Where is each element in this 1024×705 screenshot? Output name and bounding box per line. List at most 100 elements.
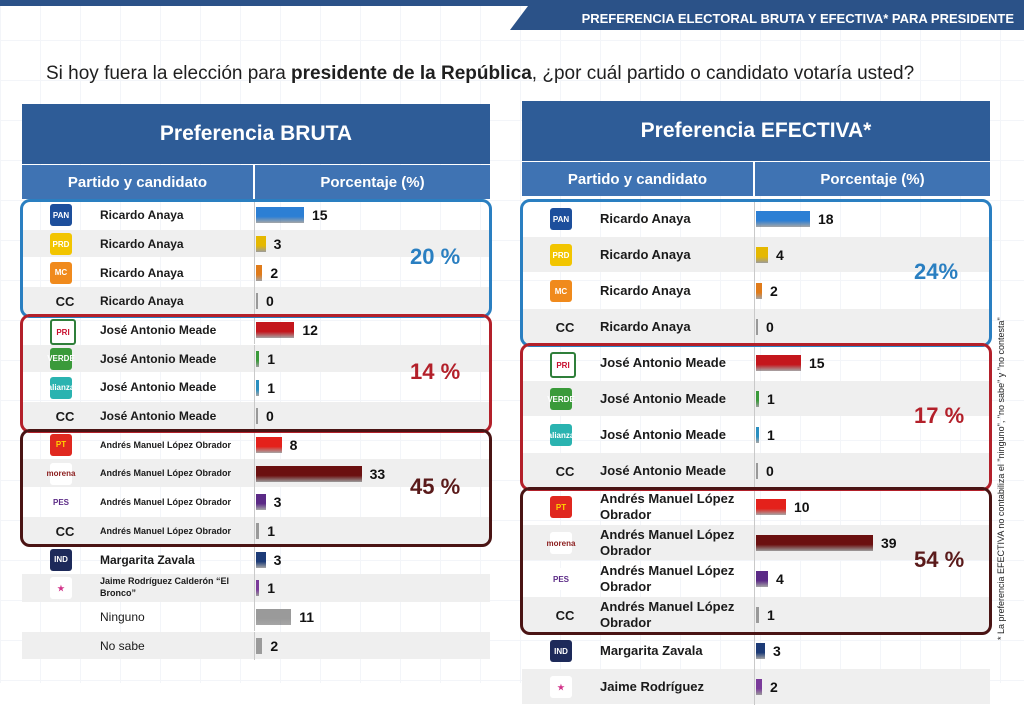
candidate-name: José Antonio Meade bbox=[600, 355, 726, 371]
bar-value: 3 bbox=[273, 494, 282, 511]
party-logo-morena-icon: morena bbox=[547, 532, 575, 554]
party-logo-morena-icon: morena bbox=[47, 462, 75, 485]
party-logo-pes-icon: PES bbox=[550, 568, 572, 590]
bar-value: 33 bbox=[369, 465, 386, 482]
candidate-name: Andrés Manuel López Obrador bbox=[100, 525, 232, 536]
column-divider bbox=[254, 516, 255, 546]
column-divider bbox=[754, 381, 755, 417]
header-banner: PREFERENCIA ELECTORAL BRUTA Y EFECTIVA* … bbox=[510, 6, 1024, 30]
bar-13 bbox=[756, 679, 762, 695]
column-divider bbox=[254, 488, 255, 517]
bar-3 bbox=[256, 293, 258, 310]
party-logo-mc-icon: MC bbox=[550, 280, 572, 302]
bar-2 bbox=[756, 283, 762, 299]
bar-value: 0 bbox=[266, 408, 274, 425]
party-logo-alianza-icon: alianza bbox=[548, 424, 574, 446]
party-logo-pes-icon: PES bbox=[50, 491, 72, 514]
column-divider bbox=[254, 430, 255, 460]
column-header-party: Partido y candidato bbox=[22, 165, 253, 199]
column-divider bbox=[254, 602, 255, 632]
bar-value: 1 bbox=[267, 523, 275, 540]
bar-0 bbox=[256, 207, 304, 224]
column-divider bbox=[754, 561, 755, 597]
column-divider bbox=[754, 633, 755, 669]
column-divider bbox=[254, 373, 255, 402]
column-divider bbox=[754, 489, 755, 525]
bar-12 bbox=[256, 551, 266, 568]
party-logo-verde-icon: VERDE bbox=[47, 347, 75, 370]
column-divider bbox=[754, 597, 755, 633]
bar-value: 0 bbox=[266, 293, 274, 310]
bar-14 bbox=[256, 609, 292, 626]
top-strip bbox=[0, 0, 1024, 6]
party-logo-prd-icon: PRD bbox=[50, 233, 72, 256]
bar-9 bbox=[256, 465, 362, 482]
group-total: 24% bbox=[914, 259, 959, 284]
column-header-percent: Porcentaje (%) bbox=[755, 162, 990, 196]
candidate-name: Ricardo Anaya bbox=[100, 294, 184, 309]
column-divider bbox=[254, 545, 255, 575]
bar-value: 1 bbox=[267, 580, 275, 597]
bar-value: 39 bbox=[881, 535, 897, 551]
column-divider bbox=[254, 258, 255, 288]
column-divider bbox=[254, 401, 255, 431]
candidate-name: José Antonio Meade bbox=[100, 322, 217, 337]
column-divider bbox=[754, 237, 755, 273]
party-logo-prd-icon: PRD bbox=[550, 244, 572, 266]
panel-title: Preferencia EFECTIVA* bbox=[522, 101, 990, 161]
bar-12 bbox=[756, 643, 765, 659]
candidate-name: Margarita Zavala bbox=[600, 643, 703, 659]
group-box-dark bbox=[520, 487, 992, 635]
bar-value: 15 bbox=[312, 207, 328, 224]
bar-11 bbox=[256, 523, 260, 540]
bar-10 bbox=[256, 494, 266, 511]
panel-title: Preferencia BRUTA bbox=[22, 104, 490, 164]
group-total: 14 % bbox=[410, 359, 461, 385]
candidate-name: No sabe bbox=[100, 638, 145, 653]
candidate-name: Ricardo Anaya bbox=[600, 283, 691, 299]
coalition-cc-label: CC bbox=[555, 463, 575, 479]
party-logo-alianza-icon: alianza bbox=[48, 376, 74, 399]
bar-value: 1 bbox=[267, 350, 275, 367]
candidate-name: Jaime Rodríguez Calderón “El Bronco” bbox=[100, 576, 230, 599]
column-divider bbox=[254, 287, 255, 316]
candidate-name: Margarita Zavala bbox=[100, 552, 195, 567]
candidate-name: Ricardo Anaya bbox=[100, 208, 184, 223]
coalition-cc-label: CC bbox=[55, 293, 75, 309]
candidate-name: Andrés Manuel López Obrador bbox=[600, 527, 735, 558]
bar-value: 2 bbox=[770, 283, 778, 299]
column-header-party: Partido y candidato bbox=[522, 162, 753, 196]
bar-value: 1 bbox=[767, 391, 775, 407]
column-divider bbox=[254, 201, 255, 230]
party-logo-ind2-icon: ★ bbox=[550, 676, 572, 698]
bar-5 bbox=[256, 350, 260, 367]
panel-bruta: Preferencia BRUTA Partido y candidato Porc… bbox=[20, 104, 492, 683]
bar-value: 1 bbox=[767, 607, 775, 623]
bar-10 bbox=[756, 571, 768, 587]
bar-value: 15 bbox=[809, 355, 825, 371]
party-logo-mc-icon: MC bbox=[50, 261, 72, 284]
bar-6 bbox=[756, 427, 759, 443]
bar-0 bbox=[756, 211, 810, 227]
bar-value: 3 bbox=[273, 236, 282, 253]
candidate-name: Andrés Manuel López Obrador bbox=[100, 439, 232, 450]
bar-value: 10 bbox=[794, 499, 810, 515]
party-logo-pt-icon: PT bbox=[50, 433, 72, 456]
coalition-cc-label: CC bbox=[55, 408, 75, 424]
bar-11 bbox=[756, 607, 759, 623]
bar-7 bbox=[756, 463, 758, 479]
bar-value: 12 bbox=[302, 322, 318, 339]
group-box-dark bbox=[20, 428, 492, 548]
bar-value: 4 bbox=[776, 571, 784, 587]
bar-9 bbox=[756, 535, 873, 551]
bar-value: 0 bbox=[766, 319, 774, 335]
candidate-name: Andrés Manuel López Obrador bbox=[100, 496, 232, 507]
candidate-name: Ricardo Anaya bbox=[600, 211, 691, 227]
bar-6 bbox=[256, 379, 260, 396]
column-divider bbox=[254, 344, 255, 374]
bar-13 bbox=[256, 580, 260, 597]
candidate-name: José Antonio Meade bbox=[100, 351, 217, 366]
bar-1 bbox=[756, 247, 768, 263]
bar-15 bbox=[256, 637, 263, 654]
bar-value: 1 bbox=[267, 379, 275, 396]
